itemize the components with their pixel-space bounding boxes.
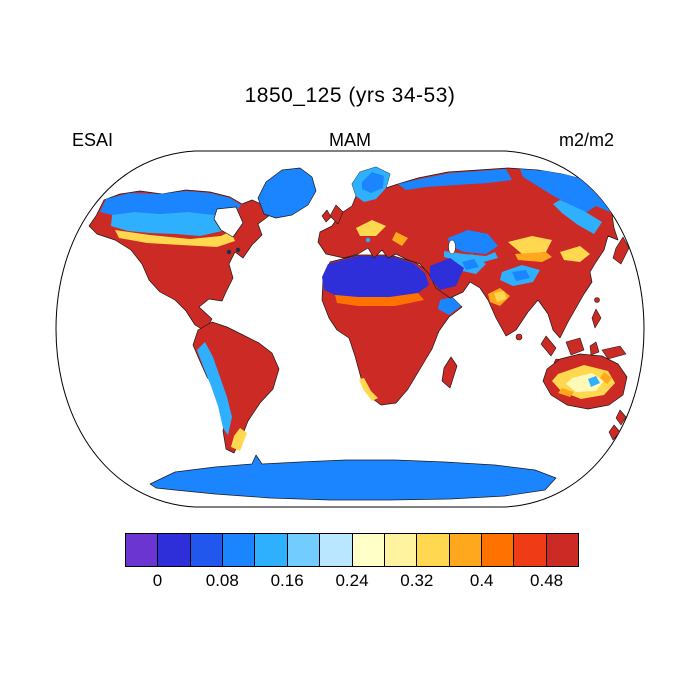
overlay-ne-siberia-blue — [520, 169, 624, 220]
overlay-tibet-blue — [512, 270, 530, 281]
colorbar-tick-label: 0.08 — [205, 571, 239, 590]
overlay-alps-cyan — [365, 237, 371, 243]
colorbar-tick-label: 0 — [152, 571, 163, 590]
overlay-central-asia-blue — [448, 230, 498, 254]
overlay-sahara-deep-blue — [322, 256, 429, 297]
colorbar-tick-label: 0.24 — [335, 571, 369, 590]
colorbar: 0 0.08 0.16 0.24 0.32 0.4 0.48 — [125, 533, 579, 590]
colorbar-cell — [319, 534, 352, 566]
region-britain — [329, 204, 344, 225]
great-lake-west — [226, 249, 232, 255]
region-new-zealand-south — [608, 424, 621, 441]
overlay-nw-india-yellow — [494, 291, 507, 302]
overlay-ne-china-yellow — [560, 246, 590, 262]
region-antarctica — [149, 454, 557, 501]
overlay-scandinavia-blue — [362, 172, 384, 193]
overlay-arctic-coast-blue — [398, 169, 512, 190]
colorbar-cell — [157, 534, 190, 566]
colorbar-cell — [480, 534, 514, 566]
colorbar-tick-label: 0.48 — [530, 571, 564, 590]
colorbar-tick-label: 0.32 — [400, 571, 434, 590]
overlay-canada-cyan — [111, 212, 236, 236]
great-lake-east — [235, 247, 241, 253]
overlay-horn-of-africa-blue — [438, 297, 461, 315]
colorbar-tick-label: 0.4 — [469, 571, 494, 590]
region-new-zealand-north — [615, 409, 627, 426]
region-taiwan — [594, 297, 600, 303]
region-new-guinea — [601, 345, 627, 360]
colorbar-cell — [254, 534, 287, 566]
colorbar-ticks: 0 0.08 0.16 0.24 0.32 0.4 0.48 — [125, 571, 579, 593]
overlay-gobi-orange — [515, 252, 552, 262]
overlay-namibia-yellow — [359, 378, 378, 401]
colorbar-cells — [125, 533, 579, 567]
region-japan — [612, 236, 630, 265]
overlay-gobi-yellow — [508, 236, 552, 254]
region-madagascar — [441, 356, 458, 389]
region-sulawesi — [589, 341, 600, 356]
colorbar-cell — [545, 534, 579, 566]
overlay-east-siberia-cyan — [553, 200, 602, 234]
colorbar-cell — [513, 534, 546, 566]
region-philippines — [591, 308, 602, 329]
overlay-australia-orange-ne — [600, 372, 612, 384]
season-label: MAM — [329, 130, 371, 150]
caspian-sea — [448, 239, 456, 255]
colorbar-cell — [383, 534, 417, 566]
colorbar-tick-label: 0.16 — [270, 571, 304, 590]
units-label: m2/m2 — [558, 130, 614, 150]
overlay-arabia-deep-blue — [430, 258, 464, 290]
overlay-sahel-orange — [335, 293, 424, 306]
colorbar-cell — [351, 534, 384, 566]
colorbar-cell — [416, 534, 449, 566]
overlay-europe-yellow — [356, 220, 386, 236]
overlay-europe-orange — [392, 232, 408, 246]
colorbar-cell — [126, 534, 158, 566]
region-ireland — [321, 209, 332, 223]
region-sri-lanka — [515, 333, 523, 341]
region-greenland — [257, 167, 317, 219]
hudson-bay — [213, 206, 244, 238]
overlay-canada-yellow-band — [115, 230, 235, 247]
region-borneo — [565, 337, 585, 356]
overlay-iran-blue — [462, 259, 479, 270]
colorbar-cell — [222, 534, 255, 566]
colorbar-cell — [448, 534, 481, 566]
overlay-andes-cyan — [197, 342, 232, 435]
colorbar-cell — [189, 534, 223, 566]
region-sumatra — [540, 335, 557, 357]
variable-label: ESAI — [72, 130, 114, 150]
overlay-australia-cyan-spot — [588, 376, 600, 387]
colorbar-cell — [286, 534, 320, 566]
overlay-boreal-canada-blue — [100, 191, 241, 215]
overlay-australia-orange-sw — [558, 388, 574, 397]
overlay-patagonia-yellow — [231, 428, 247, 451]
plot-title: 1850_125 (yrs 34-53) — [244, 84, 456, 107]
